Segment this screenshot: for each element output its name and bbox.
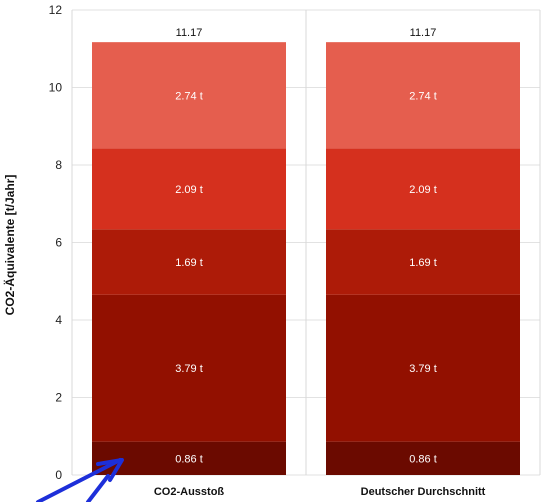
y-axis-label: CO2-Äquivalente [t/Jahr] bbox=[2, 175, 17, 316]
bar-segment bbox=[326, 294, 520, 442]
y-tick-label: 12 bbox=[49, 3, 63, 17]
segment-label: 0.86 t bbox=[175, 453, 203, 465]
arrow-head bbox=[96, 458, 124, 482]
bar-total-label: 11.17 bbox=[176, 27, 203, 39]
y-tick-label: 4 bbox=[55, 313, 62, 327]
arrow-shaft bbox=[36, 458, 122, 502]
segment-label: 1.69 t bbox=[175, 257, 203, 269]
bar-segment bbox=[92, 229, 286, 295]
bars: 0.86 t 3.79 t 1.69 t 2.09 t 2.74 t 11.17 0.86 … bbox=[92, 27, 520, 475]
y-tick-label: 2 bbox=[55, 391, 62, 405]
segment-label: 2.74 t bbox=[175, 90, 203, 102]
y-tick-label: 6 bbox=[55, 236, 62, 250]
segment-label: 3.79 t bbox=[175, 363, 203, 375]
segment-label: 1.69 t bbox=[409, 257, 437, 269]
x-category-label: CO2-Ausstoß bbox=[154, 486, 225, 498]
bar-segment bbox=[92, 148, 286, 230]
y-tick-label: 10 bbox=[49, 81, 63, 95]
bar-segment bbox=[326, 42, 520, 149]
x-category-label: Deutscher Durchschnitt bbox=[361, 486, 486, 498]
y-axis: 0 2 4 6 8 10 12 CO2-Ausstoß Deutscher Durchschni… bbox=[49, 3, 486, 498]
bar-segment bbox=[92, 42, 286, 149]
bar-segment bbox=[326, 148, 520, 230]
bar-segment bbox=[326, 441, 520, 475]
bar-segment bbox=[92, 441, 286, 475]
segment-label: 2.74 t bbox=[409, 90, 437, 102]
bar-segment bbox=[326, 229, 520, 295]
y-tick-label: 0 bbox=[55, 468, 62, 482]
bar-segment bbox=[92, 294, 286, 442]
bar-total-label: 11.17 bbox=[410, 27, 437, 39]
segment-label: 0.86 t bbox=[409, 453, 437, 465]
segment-label: 2.09 t bbox=[175, 184, 203, 196]
arrow-shaft bbox=[86, 474, 110, 502]
segment-label: 3.79 t bbox=[409, 363, 437, 375]
y-tick-label: 8 bbox=[55, 158, 62, 172]
annotation-arrow bbox=[36, 458, 124, 502]
segment-label: 2.09 t bbox=[409, 184, 437, 196]
